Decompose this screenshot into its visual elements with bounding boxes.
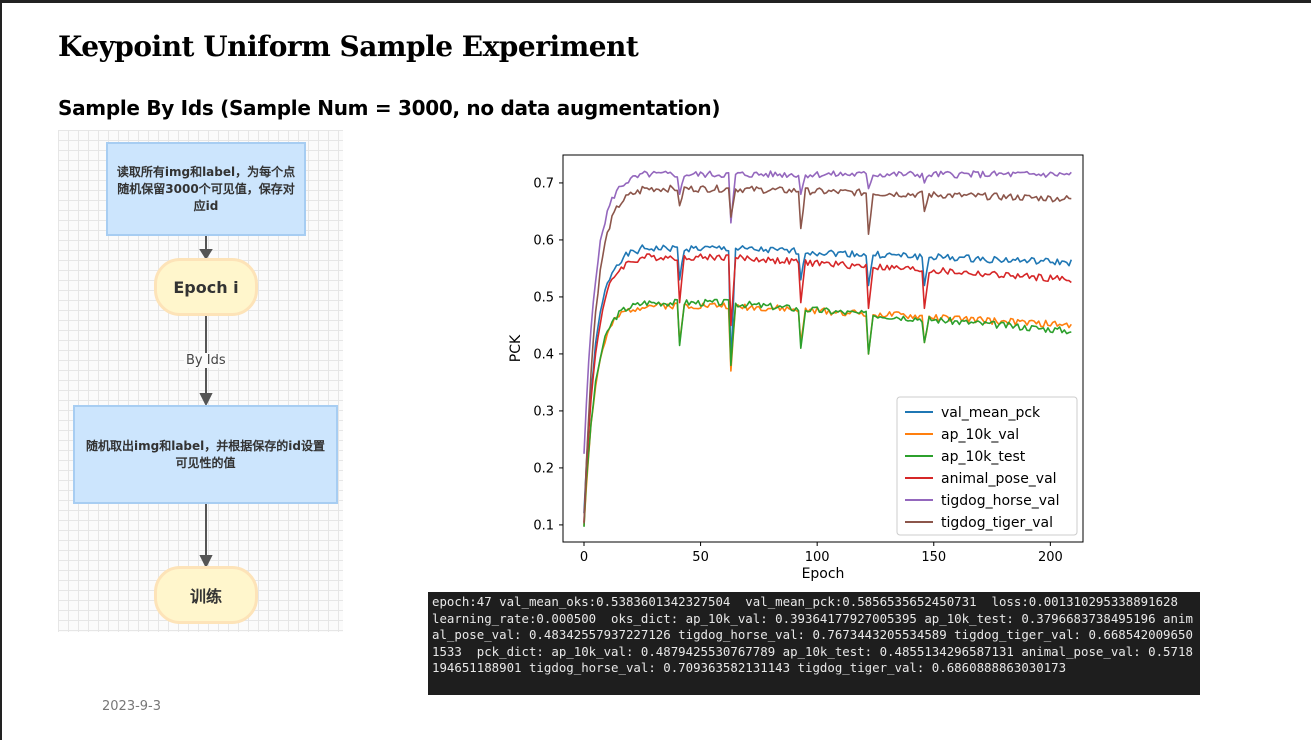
plot-frame [562, 154, 1084, 543]
edge-label-by-ids: By Ids [184, 353, 228, 368]
series-line-animal_pose_val [583, 253, 1072, 523]
series-line-ap_10k_val [583, 301, 1072, 526]
y-tick-label: 0.3 [533, 404, 554, 419]
series-line-val_mean_pck [583, 244, 1073, 514]
legend-label: tigdog_tiger_val [941, 515, 1053, 531]
x-tick-label: 100 [805, 550, 830, 565]
legend-label: ap_10k_val [941, 427, 1019, 443]
legend-label: tigdog_horse_val [941, 493, 1059, 509]
set-visibility-step: 随机取出img和label，并根据保存的id设置可见性的值 [73, 405, 338, 504]
epoch-node: Epoch i [154, 258, 258, 316]
x-tick-label: 0 [580, 550, 588, 565]
legend-box [896, 396, 1078, 536]
y-tick-label: 0.6 [533, 233, 554, 248]
x-tick-label: 200 [1038, 550, 1063, 565]
y-tick-label: 0.1 [533, 518, 554, 533]
x-tick-label: 150 [921, 550, 946, 565]
y-tick-label: 0.7 [533, 176, 554, 191]
section-subtitle: Sample By Ids (Sample Num = 3000, no dat… [58, 96, 721, 120]
y-tick-label: 0.2 [533, 461, 554, 476]
flowchart-connectors [199, 236, 213, 569]
y-tick-label: 0.4 [533, 347, 554, 362]
arrowhead-1 [199, 249, 213, 260]
date-label: 2023-9-3 [102, 699, 162, 714]
page-title: Keypoint Uniform Sample Experiment [58, 30, 639, 63]
pck-chart-svg: 0 50 100 150 200 0.1 0.2 0.3 0.4 0.5 0.6 0.7 Epoch PC… [508, 154, 1084, 582]
flowchart: 读取所有img和label，为每个点随机保留3000个可见值，保存对应id Ep… [58, 130, 343, 632]
y-tick-label: 0.5 [533, 290, 554, 305]
training-log: epoch:47 val_mean_oks:0.5383601342327504… [428, 592, 1200, 695]
window-top-border [0, 0, 1311, 3]
legend-label: animal_pose_val [941, 471, 1057, 487]
series-line-tigdog_tiger_val [583, 184, 1072, 524]
x-axis-label: Epoch [802, 566, 845, 582]
pck-chart: 0 50 100 150 200 0.1 0.2 0.3 0.4 0.5 0.6 0.7 Epoch PC… [500, 148, 1100, 592]
legend-label: val_mean_pck [941, 405, 1041, 421]
series-line-ap_10k_test [583, 298, 1072, 527]
y-axis-label: PCK [508, 334, 524, 362]
load-sample-step: 读取所有img和label，为每个点随机保留3000个可见值，保存对应id [106, 142, 306, 236]
arrowhead-3 [199, 555, 213, 569]
train-node: 训练 [154, 566, 258, 624]
x-tick-label: 50 [692, 550, 709, 565]
legend-label: ap_10k_test [941, 449, 1026, 465]
series-line-tigdog_horse_val [583, 170, 1072, 454]
arrowhead-2 [199, 393, 213, 407]
window-left-border [0, 0, 2, 740]
